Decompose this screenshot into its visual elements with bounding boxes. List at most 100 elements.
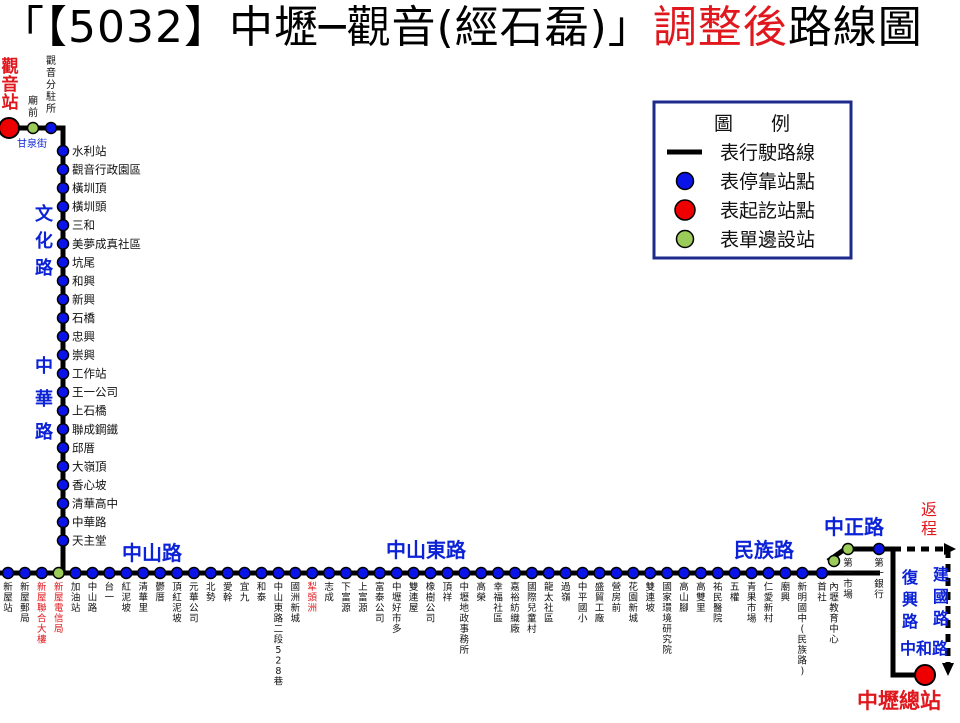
stop-vertical-label-14: 上石橋 (72, 404, 107, 418)
stop-vertical-label-16: 邱厝 (72, 441, 95, 455)
stop-vertical-label-10: 忠興 (72, 330, 95, 344)
stop-vertical-0 (56, 144, 70, 158)
stop-bottom-22 (373, 566, 387, 580)
stop-bottom-19 (322, 566, 336, 580)
road-zhonghua: 中華路 (35, 355, 54, 443)
stop-bottom-label-33: 過嶺 (561, 581, 571, 604)
stop-bottom-label-5: 中山路 (88, 581, 98, 614)
stop-vertical-label-3: 橫圳頭 (72, 200, 107, 214)
stop-bottom-6 (103, 566, 116, 580)
stop-bottom-label-39: 國家環境研究院 (662, 582, 672, 656)
stop-bottom-34 (576, 566, 589, 580)
stop-vertical-10 (56, 330, 70, 343)
stop-bottom-3 (52, 566, 65, 580)
stop-bottom-label-45: 仁愛新村 (764, 581, 774, 625)
stop-bottom-41 (694, 566, 708, 580)
stop-bottom-10 (170, 566, 184, 580)
stop-vertical-11 (56, 348, 70, 362)
stop-vertical-label-1: 觀音行政園區 (72, 163, 141, 177)
stop-bottom-label-7: 紅泥坡 (122, 582, 132, 614)
return-arrow-south (942, 663, 954, 676)
stop-bottom-label-50: 第一市場 (843, 557, 853, 601)
stop-bottom-48 (815, 566, 829, 580)
stop-bottom-26 (441, 566, 454, 580)
stop-vertical-label-2: 橫圳頂 (72, 181, 107, 195)
stop-bottom-18 (305, 566, 319, 580)
stop-vertical-label-21: 天主堂 (72, 534, 107, 548)
terminal-end-marker (914, 664, 936, 686)
stop-vertical-7 (56, 274, 70, 288)
stop-bottom-43 (728, 566, 741, 580)
stop-vertical-label-20: 中華路 (72, 515, 107, 529)
stop-vertical-9 (56, 311, 70, 325)
stop-bottom-label-19: 志成 (324, 581, 334, 604)
stop-vertical-label-18: 香心坡 (72, 478, 107, 492)
terminal-dot-icon (674, 199, 696, 221)
stop-bottom-17 (289, 566, 302, 580)
stop-bottom-label-28: 高榮 (476, 581, 486, 604)
stop-bottom-label-44: 青果市場 (747, 581, 757, 625)
stop-bottom-label-4: 加油站 (71, 582, 81, 614)
stop-bottom-35 (593, 566, 606, 580)
stop-bottom-label-49: 內壢教育中心 (829, 582, 839, 646)
stop-vertical-label-19: 清華高中 (72, 496, 118, 510)
stop-top-label-2: 甘泉街 (17, 137, 47, 150)
stop-bottom-label-35: 盛貿工廠 (595, 581, 605, 625)
stop-bottom-label-15: 和泰 (257, 582, 267, 604)
stop-vertical-label-9: 石橋 (72, 311, 95, 325)
stop-bottom-label-42: 祐民醫院 (713, 581, 723, 625)
stop-bottom-label-30: 嘉裕紡織廠 (510, 581, 520, 635)
stop-bottom-11 (187, 566, 201, 580)
stop-vertical-14 (56, 404, 70, 417)
stop-vertical-15 (56, 423, 70, 436)
return-arrow-east (944, 543, 956, 555)
stop-bottom-label-51: 第一銀行 (874, 557, 884, 601)
stop-bottom-45 (762, 566, 775, 580)
stop-bottom-51 (872, 542, 886, 556)
stop-vertical-17 (56, 460, 70, 473)
stop-vertical-label-8: 新興 (72, 292, 95, 306)
outbound-route-line (880, 546, 928, 678)
return-label: 返程 (921, 500, 937, 538)
stop-vertical-13 (56, 385, 70, 399)
legend-title: 圖 例 (714, 113, 790, 135)
stop-bottom-label-38: 雙連坡 (645, 581, 655, 614)
stop-bottom-20 (339, 566, 353, 580)
stop-vertical-label-13: 王一公司 (72, 385, 118, 399)
stop-bottom-8 (136, 566, 150, 580)
stop-bottom-label-9: 鬱厝 (155, 581, 165, 604)
stop-bottom-14 (238, 566, 251, 580)
stop-bottom-label-12: 北勢 (206, 582, 216, 604)
stop-bottom-50 (841, 542, 855, 556)
stop-bottom-label-27: 中壢地政事務所 (460, 581, 470, 656)
legend-label-1: 表停靠站點 (720, 171, 815, 193)
terminal-start-marker (0, 117, 20, 139)
stop-bottom-47 (796, 566, 809, 580)
stop-vertical-5 (56, 237, 70, 250)
stop-top-label-0: 觀音分駐所 (46, 55, 56, 115)
stop-bottom-28 (474, 566, 488, 580)
stop-bottom-27 (458, 566, 471, 580)
stop-bottom-label-16: 中山東路二段 5 2 8 巷 (274, 581, 284, 688)
stop-top-0 (44, 121, 58, 135)
one-side-stop-icon (675, 229, 695, 249)
stop-bottom-label-18: 犁頭洲 (307, 581, 317, 614)
stop-bottom-31 (525, 566, 539, 580)
stop-bottom-label-31: 國際兒童村 (527, 582, 537, 635)
stop-bottom-46 (779, 566, 792, 580)
stop-bottom-29 (491, 566, 505, 580)
stop-bottom-label-10: 頂紅泥坡 (172, 582, 182, 625)
stop-bottom-label-34: 中平國小 (578, 581, 588, 625)
stop-bottom-label-20: 下富源 (341, 582, 351, 614)
stop-bottom-25 (424, 566, 437, 580)
stop-bottom-label-48: 首社 (817, 581, 827, 604)
stop-bottom-33 (559, 566, 572, 580)
stop-bottom-label-32: 龍太社區 (544, 581, 554, 625)
stop-bottom-label-13: 愛幹 (223, 581, 233, 604)
road-jianguo: 建國路 (933, 565, 950, 628)
stop-bottom-label-17: 國洲新城 (291, 582, 301, 625)
stop-vertical-19 (56, 497, 70, 510)
stop-bottom-15 (255, 566, 268, 580)
stop-bottom-36 (610, 566, 623, 580)
